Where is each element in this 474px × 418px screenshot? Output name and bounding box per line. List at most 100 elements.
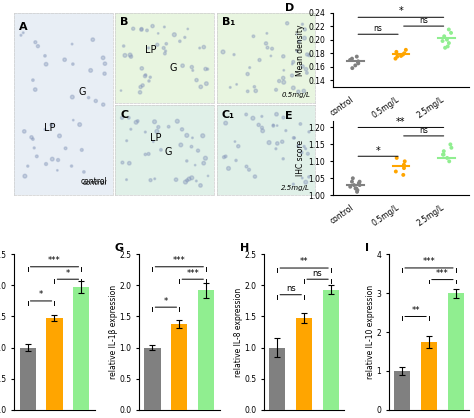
Point [194, 147, 202, 154]
Point [294, 88, 302, 95]
Point [290, 59, 297, 65]
Point [280, 67, 288, 74]
Point [441, 44, 449, 51]
Point [220, 154, 228, 161]
Bar [269, 347, 285, 410]
Point [145, 78, 153, 84]
Point [440, 151, 447, 158]
Point [443, 36, 451, 43]
Point [101, 60, 109, 67]
Point [202, 80, 210, 87]
Bar [73, 287, 90, 410]
Point [353, 189, 361, 195]
Point [290, 135, 297, 141]
Point [243, 163, 250, 170]
Point [231, 138, 239, 145]
Point [204, 173, 212, 179]
Point [402, 46, 410, 53]
Point [151, 118, 158, 125]
Point [139, 82, 146, 89]
Point [401, 158, 409, 165]
Point [283, 20, 291, 27]
Text: **: ** [396, 117, 406, 127]
Point [145, 45, 152, 51]
Point [397, 53, 405, 59]
Point [282, 127, 290, 134]
Point [185, 176, 193, 182]
Point [244, 88, 252, 95]
Point [48, 156, 56, 163]
Point [161, 23, 168, 30]
Point [301, 143, 308, 150]
Point [293, 31, 301, 38]
Point [92, 98, 100, 104]
Point [129, 25, 137, 32]
Point [29, 136, 36, 143]
Point [392, 168, 400, 175]
Point [121, 52, 129, 59]
Point [348, 65, 356, 71]
Point [399, 51, 407, 58]
Point [120, 43, 128, 49]
Point [32, 39, 39, 46]
Point [355, 58, 362, 65]
Point [199, 133, 207, 139]
Text: ***: *** [436, 269, 449, 278]
Point [255, 122, 263, 128]
Point [294, 143, 302, 149]
Point [151, 176, 158, 182]
Point [188, 174, 196, 181]
Point [355, 180, 363, 187]
Point [153, 128, 161, 135]
Point [70, 117, 77, 123]
Point [155, 30, 162, 37]
Point [31, 86, 39, 93]
Point [290, 181, 297, 188]
Point [230, 51, 238, 58]
Point [235, 143, 242, 150]
Point [201, 155, 209, 161]
Point [298, 149, 305, 156]
Point [447, 30, 455, 36]
Point [279, 155, 287, 162]
Point [303, 51, 311, 58]
Point [225, 165, 232, 172]
Point [250, 33, 257, 40]
Point [268, 45, 276, 52]
Point [356, 182, 364, 189]
Point [392, 48, 400, 55]
Text: ns: ns [374, 24, 383, 33]
Point [280, 53, 287, 60]
Text: *: * [39, 291, 43, 299]
Point [249, 115, 257, 122]
Text: **: ** [300, 257, 309, 266]
Point [189, 67, 197, 74]
Text: LP: LP [150, 133, 161, 143]
Point [172, 176, 180, 183]
Point [42, 161, 50, 167]
Point [41, 53, 49, 59]
Point [354, 59, 362, 65]
Point [300, 88, 308, 94]
Point [145, 150, 153, 157]
Point [444, 43, 452, 50]
Point [439, 151, 447, 158]
Text: control: control [81, 177, 108, 186]
Point [232, 157, 240, 164]
Point [400, 165, 408, 171]
Point [305, 128, 313, 135]
Point [440, 148, 447, 155]
Point [188, 143, 195, 150]
Point [305, 173, 313, 180]
Point [33, 153, 41, 160]
Point [348, 55, 356, 62]
Point [355, 60, 362, 67]
Point [352, 62, 359, 69]
Point [188, 64, 196, 70]
Point [400, 171, 407, 178]
Point [123, 138, 130, 144]
Point [393, 53, 401, 60]
Bar [46, 319, 63, 410]
Point [173, 118, 181, 125]
Point [19, 29, 27, 36]
